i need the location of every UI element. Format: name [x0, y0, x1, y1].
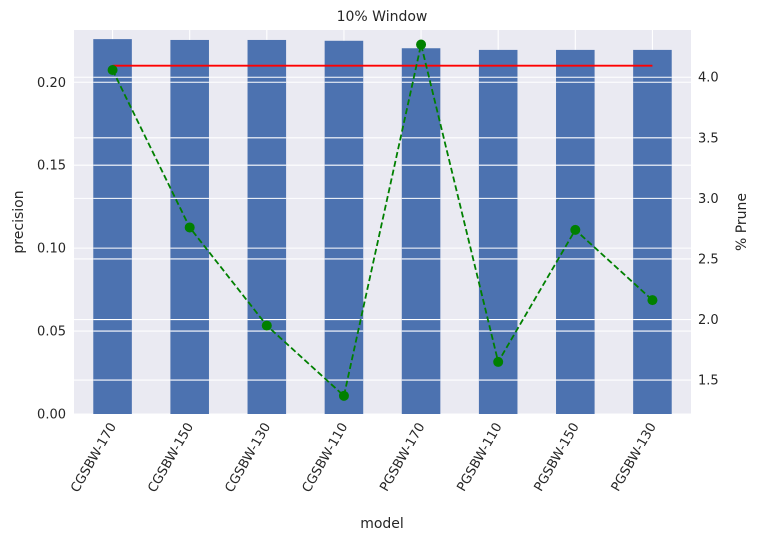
y-tick-label-right: 2.5: [698, 252, 719, 267]
prune-point: [261, 320, 272, 331]
x-tick-label: CGSBW-170: [68, 421, 120, 496]
prune-point: [184, 222, 195, 233]
prune-line: [111, 44, 654, 398]
lines: [107, 39, 658, 401]
prune-point: [107, 64, 118, 75]
y-tick-label-right: 4.0: [698, 71, 719, 86]
y-tick-label-left: 0.00: [37, 408, 66, 423]
bar: [401, 48, 441, 415]
x-tick-label: PGSBW-110: [454, 421, 505, 495]
yticks-right: 1.5 2.0 2.5 3.0 3.5 4.0: [698, 71, 719, 389]
bar: [633, 49, 672, 414]
y-axis-label-right: % Prune: [734, 193, 750, 251]
y-tick-label-right: 2.0: [698, 313, 719, 328]
y-tick-label-right: 3.5: [698, 131, 719, 146]
chart-title: 10% Window: [337, 9, 428, 25]
prune-point: [416, 39, 427, 50]
plot-background: [74, 30, 691, 414]
yticks-left: 0.00 0.05 0.10 0.15 0.20: [37, 76, 66, 423]
prune-point: [493, 356, 504, 367]
xticks: CGSBW-170 CGSBW-150 CGSBW-130 CGSBW-110 PGSB…: [68, 421, 660, 496]
bars: [93, 39, 672, 415]
x-axis-label: model: [360, 516, 404, 532]
bar: [93, 39, 132, 415]
x-tick-label: CGSBW-110: [300, 421, 352, 496]
bar: [478, 49, 518, 414]
prune-point: [338, 390, 349, 401]
bar: [247, 39, 287, 414]
y-tick-label-left: 0.20: [37, 76, 66, 91]
y-tick-label-right: 1.5: [698, 374, 719, 389]
y-tick-label-right: 3.0: [698, 192, 719, 207]
prune-point: [647, 295, 658, 306]
y-axis-label-left: precision: [11, 190, 27, 253]
x-tick-label: CGSBW-130: [222, 421, 274, 496]
bar: [324, 40, 364, 414]
x-tick-label: CGSBW-150: [145, 421, 197, 496]
prune-point: [570, 224, 581, 235]
y-tick-label-left: 0.10: [37, 242, 66, 257]
y-tick-label-left: 0.05: [37, 325, 66, 340]
y-tick-label-left: 0.15: [37, 159, 66, 174]
x-tick-label: PGSBW-130: [609, 421, 660, 495]
x-tick-label: PGSBW-150: [532, 421, 583, 495]
x-tick-label: PGSBW-170: [377, 421, 428, 495]
